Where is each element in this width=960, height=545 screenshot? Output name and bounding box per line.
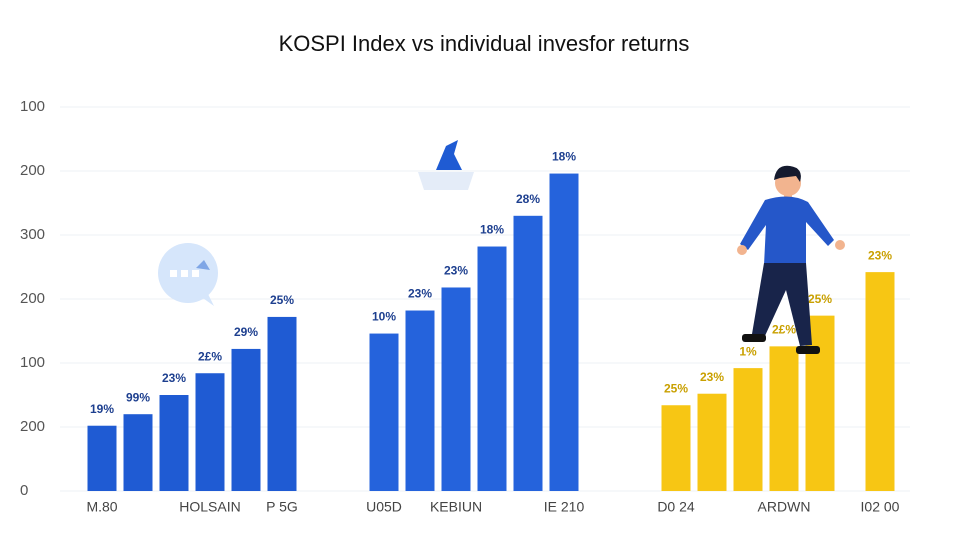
boat-icon [418, 140, 474, 190]
x-tick-label: U05D [366, 499, 402, 515]
x-tick-label: M.80 [86, 499, 117, 515]
bar-annotation: 2£% [772, 323, 796, 337]
bar-annotation: 25% [808, 292, 832, 306]
bar-annotation: 18% [480, 223, 504, 237]
bar [159, 395, 189, 491]
bar [549, 173, 579, 491]
y-tick-label: 100 [20, 354, 45, 371]
bar-annotation: 99% [126, 390, 150, 404]
bars [87, 173, 895, 492]
x-tick-label: IE 210 [544, 499, 585, 515]
bar [405, 310, 435, 491]
bar-annotation: 23% [162, 371, 186, 385]
bar-annotation: 29% [234, 325, 258, 339]
bar-annotation: 2£% [198, 349, 222, 363]
bar-annotation: 18% [552, 150, 576, 164]
bar [477, 246, 507, 491]
bar-annotation: 1% [739, 344, 757, 358]
chart-title: KOSPI Index vs individual invesfor retur… [279, 31, 690, 56]
x-tick-label: KEBIUN [430, 499, 482, 515]
bar [865, 272, 895, 491]
bar [195, 373, 225, 491]
bar-annotation: 10% [372, 310, 396, 324]
x-tick-label: P 5G [266, 499, 298, 515]
bar-annotation: 19% [90, 402, 114, 416]
bar-annotation: 23% [408, 287, 432, 301]
x-tick-label: I02 00 [861, 499, 900, 515]
bar [231, 348, 261, 491]
bar [513, 215, 543, 492]
bar [733, 368, 763, 491]
y-tick-label: 300 [20, 226, 45, 243]
bar [369, 333, 399, 491]
bar-annotation: 23% [868, 248, 892, 262]
bar [441, 287, 471, 491]
x-tick-label: ARDWN [758, 499, 811, 515]
x-tick-label: HOLSAIN [179, 499, 240, 515]
bar-annotation: 28% [516, 192, 540, 206]
y-tick-label: 200 [20, 162, 45, 179]
bar [769, 346, 799, 491]
y-tick-label: 100 [20, 98, 45, 115]
y-tick-label: 0 [20, 482, 28, 499]
y-tick-label: 200 [20, 290, 45, 307]
bar-annotation: 23% [700, 370, 724, 384]
bar-annotation: 25% [270, 293, 294, 307]
x-tick-label: D0 24 [657, 499, 695, 515]
bar [661, 405, 691, 491]
bar [87, 425, 117, 491]
person-illustration [737, 165, 845, 354]
bar [123, 414, 153, 491]
bar [267, 316, 297, 491]
y-tick-label: 200 [20, 418, 45, 435]
bar-annotation: 23% [444, 264, 468, 278]
bar-annotation: 25% [664, 381, 688, 395]
chat-icon [158, 243, 218, 306]
bar [697, 393, 727, 491]
